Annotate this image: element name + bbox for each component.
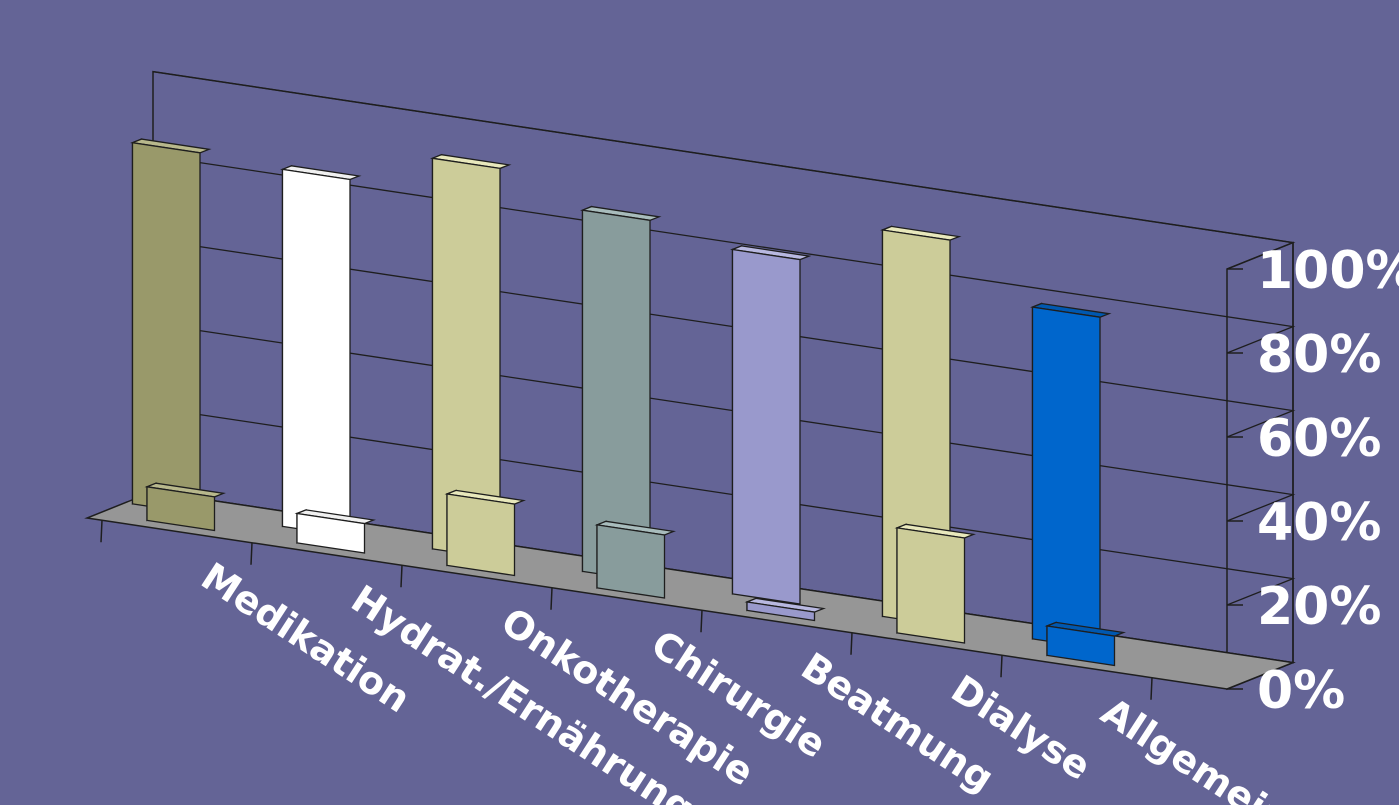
bar-2-2 bbox=[294, 508, 376, 554]
x-tick bbox=[700, 610, 703, 633]
x-tick bbox=[1000, 655, 1003, 678]
bar-front bbox=[596, 524, 666, 599]
y-tick-label: 20% bbox=[1257, 577, 1381, 637]
bar-front bbox=[281, 168, 351, 538]
bar-1-7 bbox=[1030, 302, 1112, 650]
x-tick bbox=[400, 565, 403, 588]
bar-1-2 bbox=[280, 164, 362, 538]
gridline bbox=[152, 322, 1296, 522]
bar-front bbox=[446, 493, 516, 577]
y-axis-tick-labels: 0% 20% 40% 60% 80% 100% bbox=[1257, 241, 1399, 721]
chart-floor bbox=[84, 490, 1296, 690]
bar-front bbox=[296, 512, 366, 554]
y-tick-label: 60% bbox=[1257, 409, 1381, 469]
bar-front bbox=[1046, 625, 1116, 667]
bar-front bbox=[896, 527, 966, 644]
gridline bbox=[152, 154, 1296, 354]
bar-2-4 bbox=[594, 520, 676, 599]
bar-2-1 bbox=[144, 482, 226, 532]
axis-lines bbox=[100, 268, 1243, 700]
bar-1-4 bbox=[580, 205, 662, 583]
x-tick bbox=[100, 520, 103, 543]
floor bbox=[84, 490, 1296, 690]
x-tick bbox=[250, 542, 253, 565]
bar-front bbox=[131, 141, 201, 515]
y-tick-label: 100% bbox=[1257, 241, 1399, 301]
bar-1-1 bbox=[130, 138, 212, 515]
x-tick bbox=[850, 632, 853, 655]
bar-2-5 bbox=[744, 597, 826, 622]
bar-front bbox=[746, 601, 816, 622]
bar-2-7 bbox=[1044, 621, 1126, 667]
x-tick bbox=[550, 587, 553, 610]
bar-1-3 bbox=[430, 153, 512, 560]
bars bbox=[130, 138, 1126, 667]
bar-front bbox=[1031, 306, 1101, 650]
gridline bbox=[152, 238, 1296, 438]
bar-2-6 bbox=[894, 523, 976, 644]
gridline bbox=[152, 406, 1296, 606]
bar-1-5 bbox=[730, 244, 812, 605]
gridline bbox=[152, 70, 1296, 270]
y-tick-label: 0% bbox=[1257, 661, 1345, 721]
bar-2-3 bbox=[444, 489, 526, 577]
y-tick-label: 40% bbox=[1257, 493, 1381, 553]
x-tick bbox=[1150, 677, 1153, 700]
y-tick-label: 80% bbox=[1257, 325, 1381, 385]
bar-front bbox=[146, 486, 216, 532]
bar-front bbox=[731, 248, 801, 605]
